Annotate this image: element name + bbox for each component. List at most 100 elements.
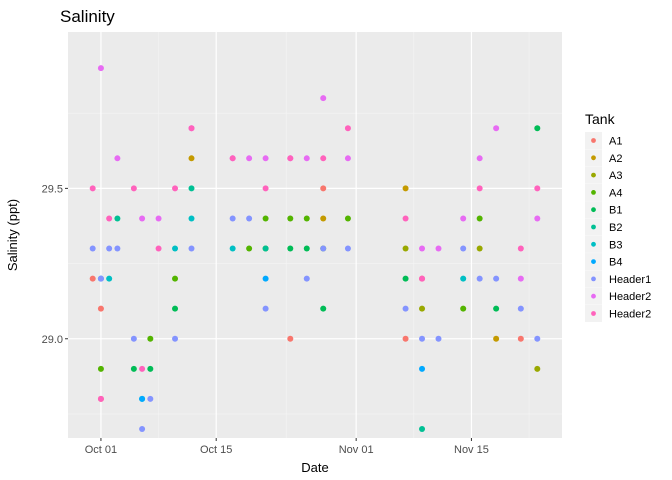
- data-point: [402, 185, 409, 192]
- data-point: [147, 335, 154, 342]
- legend-label: Header2: [609, 309, 651, 321]
- data-point: [419, 275, 426, 282]
- data-point: [476, 155, 483, 162]
- data-point: [106, 215, 113, 222]
- data-point: [493, 305, 500, 312]
- data-point: [435, 335, 442, 342]
- data-point: [106, 245, 113, 252]
- data-point: [139, 215, 146, 222]
- data-point: [262, 215, 269, 222]
- data-point: [320, 155, 327, 162]
- x-tick-label: Nov 01: [339, 444, 374, 456]
- data-point: [344, 245, 351, 252]
- data-point: [344, 125, 351, 132]
- data-point: [303, 155, 310, 162]
- x-axis-ticks: Oct 01 Oct 15 Nov 01 Nov 15: [85, 438, 489, 456]
- data-point: [246, 245, 253, 252]
- data-point: [517, 245, 524, 252]
- data-point: [476, 185, 483, 192]
- data-point: [155, 245, 162, 252]
- data-point: [97, 395, 104, 402]
- legend-label: B2: [609, 222, 622, 234]
- data-point: [534, 365, 541, 372]
- legend-label: Header2: [609, 291, 651, 303]
- data-point: [303, 215, 310, 222]
- x-axis-label: Date: [301, 460, 328, 475]
- data-point: [320, 305, 327, 312]
- data-point: [188, 215, 195, 222]
- data-point: [229, 155, 236, 162]
- data-point: [139, 425, 146, 432]
- data-point: [476, 245, 483, 252]
- data-point: [229, 215, 236, 222]
- legend-label: A2: [609, 153, 622, 165]
- data-point: [419, 245, 426, 252]
- legend: Tank A1 A2 A3 A4 B1 B2 B3 B4 Header1 Header2 Heade…: [585, 111, 651, 322]
- data-point: [534, 185, 541, 192]
- data-point: [460, 275, 467, 282]
- data-point: [114, 215, 121, 222]
- data-point: [517, 305, 524, 312]
- data-point: [147, 395, 154, 402]
- data-point: [320, 185, 327, 192]
- data-point: [262, 155, 269, 162]
- data-point: [172, 185, 179, 192]
- data-point: [402, 245, 409, 252]
- data-point: [139, 365, 146, 372]
- legend-label: A4: [609, 187, 622, 199]
- data-point: [262, 185, 269, 192]
- grid-minor: [68, 32, 562, 438]
- data-point: [344, 215, 351, 222]
- data-point: [344, 155, 351, 162]
- legend-key-dot: [591, 241, 596, 247]
- data-point: [130, 335, 137, 342]
- data-point: [262, 305, 269, 312]
- data-point: [229, 245, 236, 252]
- data-point: [130, 365, 137, 372]
- data-point: [130, 185, 137, 192]
- data-point: [246, 155, 253, 162]
- data-point: [188, 125, 195, 132]
- data-point: [402, 215, 409, 222]
- data-point: [419, 305, 426, 312]
- data-point: [172, 305, 179, 312]
- data-point: [114, 245, 121, 252]
- legend-key-dot: [591, 293, 596, 299]
- data-point: [534, 335, 541, 342]
- data-point: [460, 305, 467, 312]
- legend-label: A3: [609, 170, 622, 182]
- data-point: [97, 305, 104, 312]
- legend-key-dot: [591, 138, 596, 143]
- data-point: [172, 275, 179, 282]
- y-tick-label: 29.0: [42, 334, 63, 346]
- data-point: [246, 215, 253, 222]
- legend-key-dot: [591, 224, 596, 230]
- y-axis-label: Salinity (ppt): [5, 199, 20, 271]
- data-point: [287, 155, 294, 162]
- data-point: [460, 245, 467, 252]
- legend-key-dot: [591, 276, 596, 282]
- data-point: [320, 245, 327, 252]
- legend-label: Header1: [609, 274, 651, 286]
- data-point: [287, 245, 294, 252]
- data-point: [534, 125, 541, 132]
- legend-key-dot: [591, 190, 596, 195]
- data-point: [188, 155, 195, 162]
- legend-label: A1: [609, 136, 622, 148]
- data-point: [320, 215, 327, 222]
- data-point: [89, 245, 96, 252]
- x-tick-label: Oct 01: [85, 444, 117, 456]
- data-point: [493, 125, 500, 132]
- data-point: [172, 245, 179, 252]
- x-tick-label: Oct 15: [200, 444, 232, 456]
- x-tick-label: Nov 15: [454, 444, 489, 456]
- data-point: [287, 215, 294, 222]
- data-point: [89, 275, 96, 282]
- data-point: [419, 425, 426, 432]
- data-point: [97, 65, 104, 72]
- legend-key-dot: [591, 172, 596, 178]
- data-points: [89, 65, 541, 432]
- legend-key-dot: [591, 311, 596, 316]
- legend-key-dot: [591, 155, 596, 161]
